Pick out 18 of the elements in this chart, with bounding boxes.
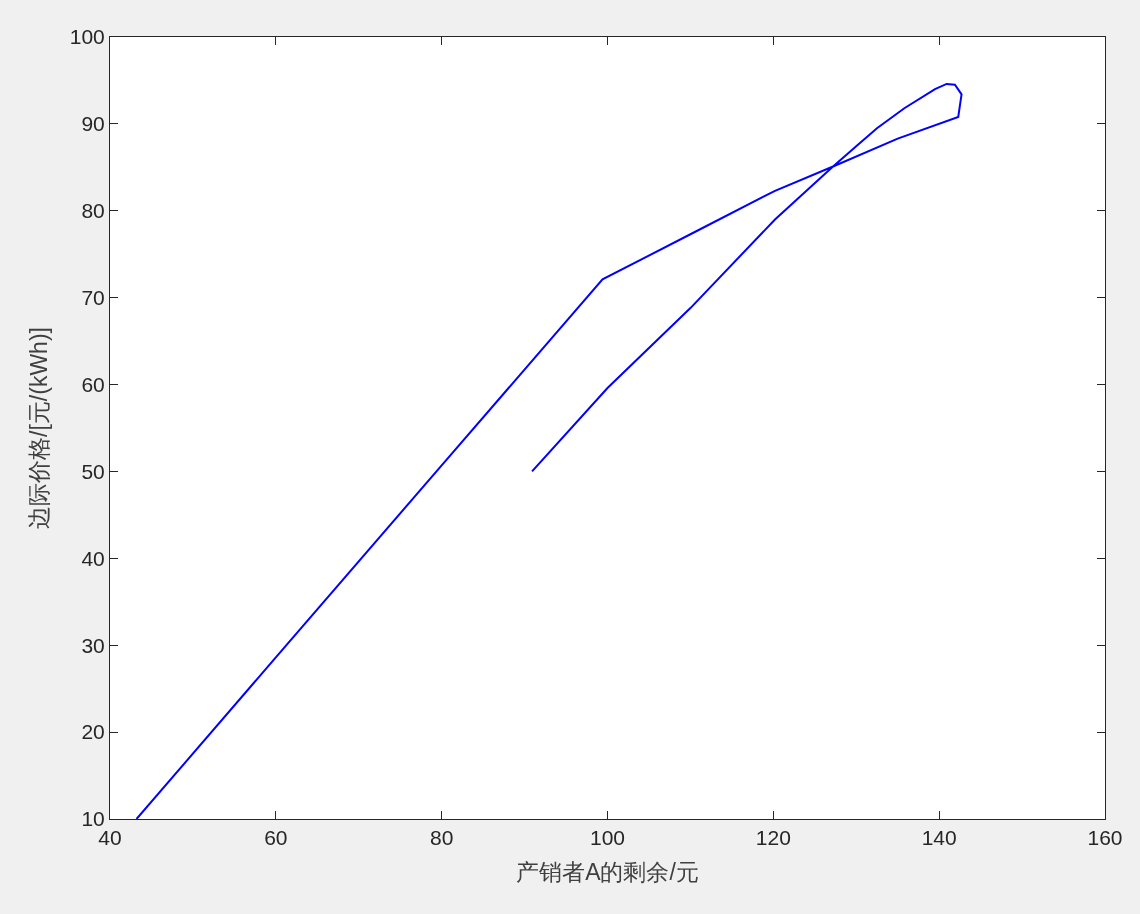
y-tick-label: 70 [81,286,105,310]
x-tick-label: 120 [755,826,791,850]
y-tick-label: 100 [69,25,105,49]
y-tick-label: 60 [81,372,105,396]
x-tick-label: 60 [264,826,288,850]
x-tick-label: 140 [921,826,957,850]
y-tick-label: 20 [81,720,105,744]
line-series [135,82,963,819]
y-tick-label: 30 [81,633,105,657]
x-tick-label: 80 [429,826,454,850]
y-axis-title: 边际价格/[元/(kWh)] [26,327,53,529]
x-tick-label: 100 [589,826,626,850]
y-tick-label: 50 [81,459,105,483]
x-tick-label: 160 [1087,826,1123,850]
y-tick-label: 80 [81,199,105,223]
y-tick-label: 90 [81,112,105,136]
x-axis-title: 产销者A的剩余/元 [516,858,699,885]
y-tick-label: 40 [81,546,105,570]
